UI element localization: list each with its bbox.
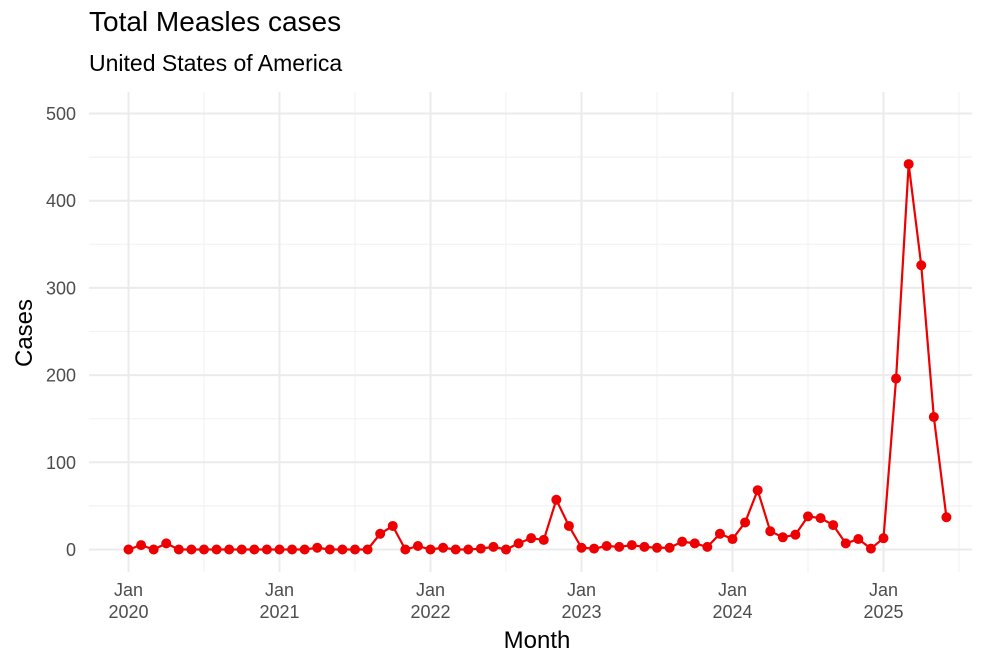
- data-point: [790, 529, 801, 540]
- data-point: [828, 520, 839, 531]
- x-tick-label: Jan 2020: [108, 580, 148, 622]
- data-point: [664, 542, 675, 553]
- data-point: [639, 541, 650, 552]
- data-point: [312, 542, 323, 553]
- major-gridlines: [89, 92, 972, 572]
- data-point: [576, 542, 587, 553]
- data-point: [450, 544, 461, 555]
- x-tick-label: Jan 2025: [863, 580, 903, 622]
- data-point: [337, 544, 348, 555]
- data-point: [186, 544, 197, 555]
- y-tick-label: 200: [46, 366, 76, 386]
- data-point: [702, 541, 713, 552]
- y-tick-label: 100: [46, 453, 76, 473]
- data-point: [425, 544, 436, 555]
- data-point: [740, 517, 751, 528]
- data-point: [236, 544, 247, 555]
- data-point: [538, 534, 549, 545]
- data-point: [148, 544, 159, 555]
- data-point: [865, 543, 876, 554]
- data-point: [689, 538, 700, 549]
- data-point: [463, 544, 474, 555]
- x-tick-label: Jan 2022: [410, 580, 450, 622]
- x-tick-label: Jan 2021: [259, 580, 299, 622]
- data-point: [375, 528, 386, 539]
- data-point: [601, 541, 612, 552]
- data-point: [299, 544, 310, 555]
- data-point: [211, 544, 222, 555]
- data-point: [274, 544, 285, 555]
- data-point: [501, 544, 511, 555]
- x-axis-ticks: Jan 2020 Jan 2021 Jan 2022 Jan 2023 Jan 2024 Jan 20…: [108, 580, 903, 622]
- data-point: [878, 533, 889, 544]
- data-point: [840, 538, 851, 549]
- data-point: [438, 542, 449, 553]
- data-point: [488, 541, 499, 552]
- y-tick-label: 0: [66, 540, 76, 560]
- y-tick-label: 300: [46, 278, 76, 298]
- y-axis-title: Cases: [11, 299, 38, 367]
- data-point: [941, 512, 952, 523]
- data-point: [777, 532, 788, 543]
- data-point: [224, 544, 235, 555]
- x-tick-label: Jan 2024: [712, 580, 752, 622]
- data-point: [765, 526, 776, 537]
- data-point: [475, 543, 486, 554]
- data-point: [614, 541, 625, 552]
- data-point: [853, 534, 864, 545]
- data-point: [551, 494, 562, 505]
- data-point: [903, 159, 914, 170]
- data-point: [626, 540, 637, 551]
- data-point: [714, 528, 725, 539]
- y-axis-ticks: 0 100 200 300 400 500: [46, 104, 76, 560]
- data-point: [362, 544, 373, 555]
- data-point: [161, 538, 172, 549]
- data-point: [350, 544, 360, 555]
- data-point: [261, 544, 272, 555]
- data-point: [677, 536, 688, 547]
- series-line: [128, 162, 948, 551]
- data-point: [412, 541, 423, 552]
- data-point: [727, 534, 738, 545]
- data-point: [387, 520, 398, 531]
- data-point: [513, 538, 524, 549]
- chart-subtitle: United States of America: [89, 50, 343, 76]
- data-point: [752, 485, 763, 496]
- minor-gridlines: [89, 92, 972, 572]
- data-point: [123, 544, 134, 555]
- data-point: [815, 513, 826, 524]
- y-tick-label: 400: [46, 191, 76, 211]
- chart-title: Total Measles cases: [89, 6, 342, 37]
- x-tick-label: Jan 2023: [561, 580, 601, 622]
- y-tick-label: 500: [46, 104, 76, 124]
- data-point: [400, 544, 411, 555]
- data-point: [249, 544, 260, 555]
- data-point: [136, 540, 147, 551]
- data-point: [652, 542, 662, 553]
- data-point: [891, 373, 902, 384]
- data-point: [563, 520, 574, 531]
- data-point: [916, 260, 927, 271]
- data-point: [526, 533, 537, 544]
- x-axis-title: Month: [504, 627, 571, 654]
- data-point: [173, 544, 184, 555]
- data-point: [287, 544, 298, 555]
- data-point: [589, 543, 600, 554]
- data-point: [803, 511, 813, 522]
- data-point: [324, 544, 335, 555]
- series-cases: [123, 159, 952, 555]
- data-point: [199, 544, 209, 555]
- data-point: [928, 411, 939, 422]
